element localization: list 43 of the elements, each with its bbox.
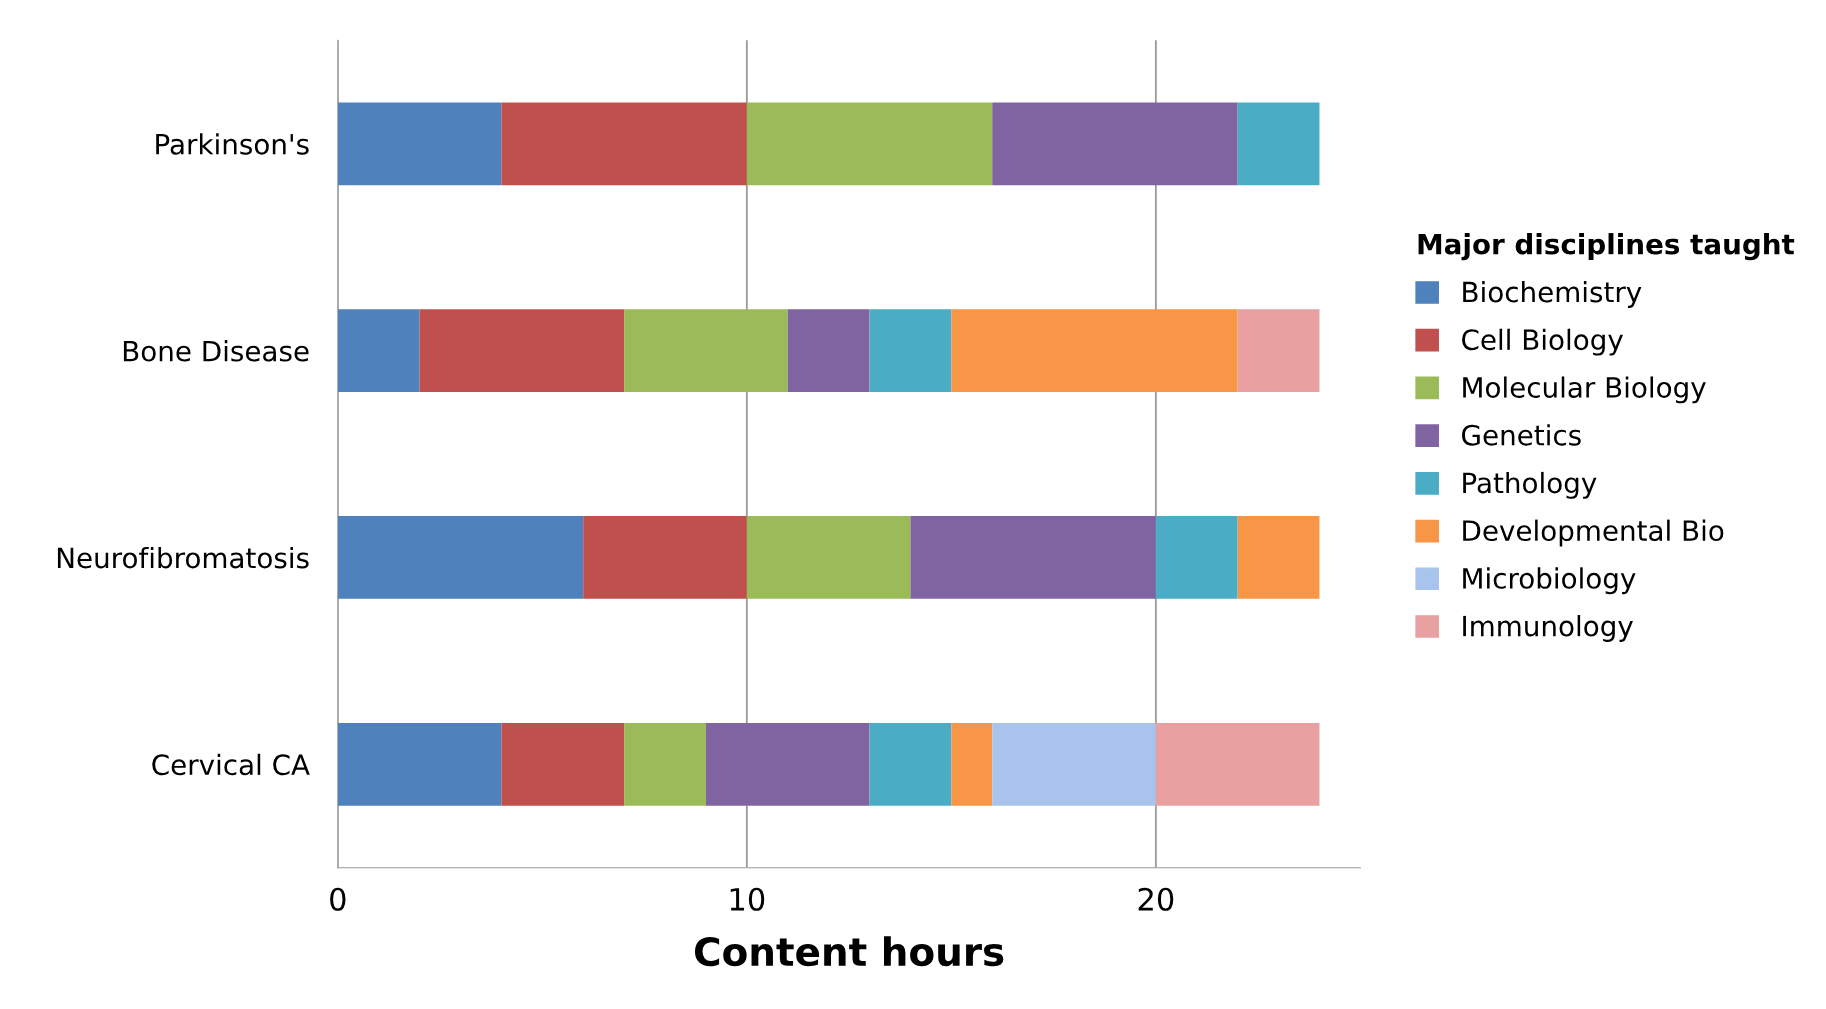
legend-label: Genetics (1462, 424, 1581, 446)
legend-label: Cell Biology (1462, 328, 1623, 356)
bar (419, 309, 625, 392)
bar (337, 102, 502, 186)
bar (746, 516, 911, 599)
bar (910, 516, 1156, 599)
legend-label: Immunology (1463, 615, 1633, 642)
y-tick-label: Neurofibromatosis (57, 546, 309, 569)
bar (583, 516, 747, 599)
bar (951, 309, 1238, 392)
bar (951, 722, 993, 806)
y-tick-label: Bone Disease (123, 340, 309, 362)
y-tick-label: Cervical CA (152, 753, 310, 776)
legend-label: Biochemistry (1463, 281, 1642, 308)
bar (705, 722, 870, 806)
x-tick-label: 0 (330, 887, 346, 911)
bar (746, 102, 993, 186)
x-axis-title: Content hours (694, 936, 1004, 967)
bar (337, 309, 420, 392)
legend-title: Major disciplines taught (1418, 233, 1795, 261)
legend-label: Pathology (1463, 471, 1597, 499)
bar (1237, 516, 1320, 599)
legend-label: Developmental Bio (1463, 519, 1724, 547)
bar (869, 309, 952, 392)
y-tick-label: Parkinson's (156, 133, 309, 155)
x-tick-label: 20 (1138, 887, 1174, 911)
bar (869, 722, 952, 806)
bar (337, 516, 584, 599)
bar (501, 102, 747, 186)
bar (1237, 309, 1320, 392)
bar (992, 722, 1156, 806)
bar (624, 309, 788, 392)
legend-label: Microbiology (1463, 567, 1636, 595)
bar (992, 102, 1238, 186)
legend-label: Molecular Biology (1463, 376, 1706, 404)
bar (1237, 102, 1320, 186)
x-tick-label: 10 (730, 887, 765, 911)
bar (787, 309, 870, 392)
bar (1155, 516, 1238, 599)
bar (1155, 722, 1320, 806)
bar (337, 722, 502, 806)
bar (501, 722, 625, 806)
bar (624, 722, 706, 806)
